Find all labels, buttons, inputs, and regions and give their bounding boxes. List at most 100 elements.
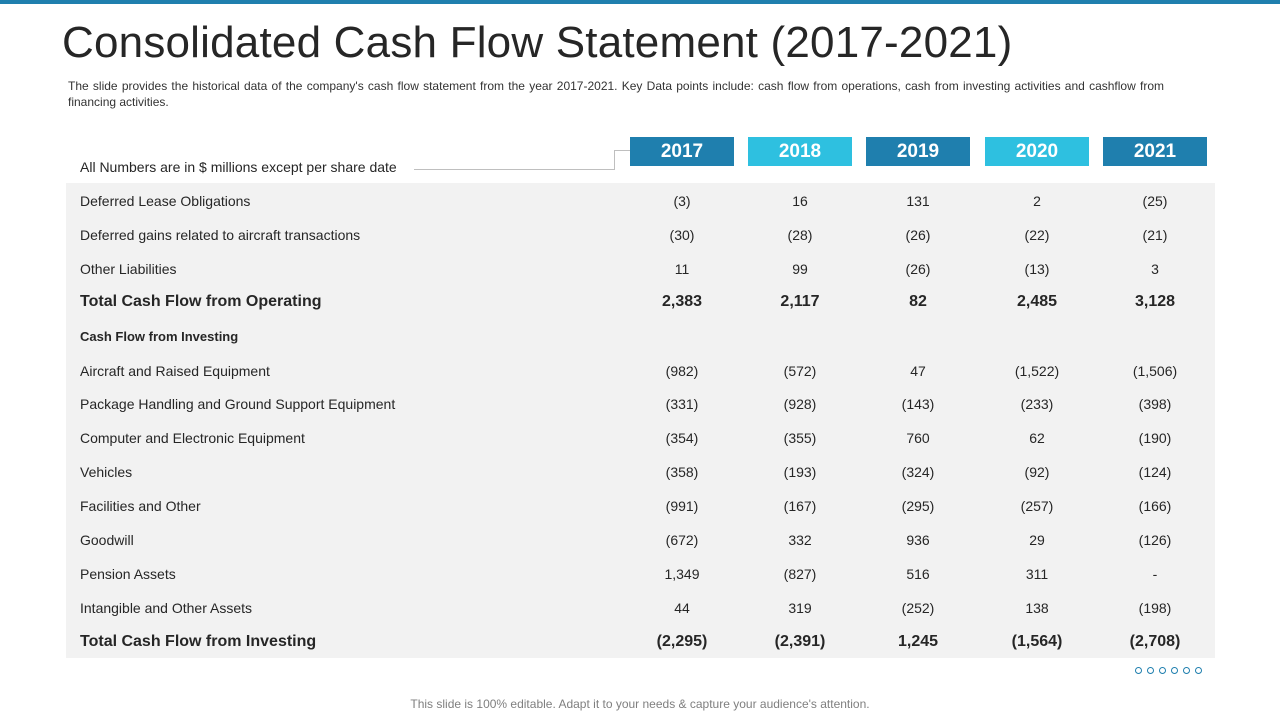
decorative-dots [1135,667,1202,674]
row-label: Vehicles [80,464,133,480]
table-cell: (1,564) [1011,633,1063,650]
units-note: All Numbers are in $ millions except per… [80,159,397,175]
slide-description: The slide provides the historical data o… [68,79,1164,109]
row-label: Pension Assets [80,566,176,582]
table-cell: 760 [906,430,930,446]
dot-icon [1159,667,1166,674]
table-cell: (190) [1138,430,1172,446]
table-cell: (572) [783,363,817,379]
table-cell: (2,295) [656,633,708,650]
row-label: Aircraft and Raised Equipment [80,363,270,379]
table-cell: 2,117 [780,293,820,310]
table-cell: 99 [792,261,808,277]
table-cell: 82 [909,293,927,310]
table-cell: 3 [1151,261,1159,277]
dot-icon [1171,667,1178,674]
dot-icon [1135,667,1142,674]
footer-note: This slide is 100% editable. Adapt it to… [410,697,870,711]
table-cell: (257) [1020,498,1054,514]
table-cell: 29 [1029,532,1045,548]
table-row: Goodwill (672) 332 936 29 (126) [66,523,1215,557]
table-cell: (398) [1138,396,1172,412]
table-cell: (3) [673,193,691,209]
table-cell: (355) [783,430,817,446]
table-cell: (13) [1024,261,1050,277]
table-cell: 3,128 [1134,293,1176,310]
top-accent-bar [0,0,1280,4]
table-cell: 47 [910,363,926,379]
table-row: Pension Assets 1,349 (827) 516 311 - [66,557,1215,591]
table-row: Facilities and Other (991) (167) (295) (… [66,489,1215,523]
table-cell: 2,485 [1016,293,1058,310]
dot-icon [1195,667,1202,674]
row-label: Total Cash Flow from Investing [80,633,317,650]
table-cell: (92) [1024,464,1050,480]
table-cell: (198) [1138,600,1172,616]
table-cell: (928) [783,396,817,412]
table-row: Other Liabilities 11 99 (26) (13) 3 [66,252,1215,286]
table-cell: (2,391) [774,633,826,650]
table-cell: 1,245 [897,633,939,650]
table-cell: 62 [1029,430,1045,446]
table-row: Package Handling and Ground Support Equi… [66,387,1215,421]
table-cell: (354) [665,430,699,446]
row-label: Total Cash Flow from Operating [80,293,322,310]
total-row-operating: Total Cash Flow from Operating 2,383 2,1… [66,285,1215,319]
table-cell: 1,349 [664,566,700,582]
row-label: Goodwill [80,532,134,548]
row-label: Deferred gains related to aircraft trans… [80,227,361,243]
table-cell: 311 [1025,566,1049,582]
table-cell: (295) [901,498,935,514]
table-cell: (25) [1142,193,1168,209]
table-cell: (30) [669,227,695,243]
table-cell: (22) [1024,227,1050,243]
table-cell: - [1152,566,1158,582]
table-cell: (252) [901,600,935,616]
table-cell: (991) [665,498,699,514]
section-label: Cash Flow from Investing [80,329,239,344]
table-cell: (193) [783,464,817,480]
table-cell: (21) [1142,227,1168,243]
table-cell: 936 [906,532,930,548]
table-cell: (28) [787,227,813,243]
table-cell: (331) [665,396,699,412]
dot-icon [1147,667,1154,674]
table-row: Intangible and Other Assets 44 319 (252)… [66,591,1215,625]
table-row: Computer and Electronic Equipment (354) … [66,421,1215,455]
table-cell: (1,506) [1132,363,1178,379]
table-cell: (166) [1138,498,1172,514]
row-label: Deferred Lease Obligations [80,193,251,209]
table-cell: (827) [783,566,817,582]
year-header-2019: 2019 [866,137,970,166]
row-label: Other Liabilities [80,261,177,277]
table-cell: 2,383 [661,293,703,310]
cash-flow-table [66,183,1215,658]
table-row: Deferred Lease Obligations (3) 16 131 2 … [66,184,1215,218]
table-cell: 16 [792,193,808,209]
table-cell: 131 [906,193,930,209]
table-cell: 319 [788,600,812,616]
dot-icon [1183,667,1190,674]
table-cell: (143) [901,396,935,412]
page-title: Consolidated Cash Flow Statement (2017-2… [62,18,1013,67]
year-header-2017: 2017 [630,137,734,166]
table-cell: 332 [788,532,812,548]
table-cell: (126) [1138,532,1172,548]
table-cell: 2 [1033,193,1041,209]
table-cell: 44 [674,600,690,616]
table-cell: (167) [783,498,817,514]
table-row: Deferred gains related to aircraft trans… [66,218,1215,252]
table-cell: (982) [665,363,699,379]
table-cell: (233) [1020,396,1054,412]
section-header-investing: Cash Flow from Investing [66,320,1215,354]
table-cell: (26) [905,261,931,277]
table-row: Vehicles (358) (193) (324) (92) (124) [66,455,1215,489]
row-label: Computer and Electronic Equipment [80,430,305,446]
table-cell: (324) [901,464,935,480]
table-row: Aircraft and Raised Equipment (982) (572… [66,354,1215,388]
table-cell: (358) [665,464,699,480]
table-cell: (26) [905,227,931,243]
table-cell: (672) [665,532,699,548]
table-cell: (2,708) [1129,633,1181,650]
table-cell: 138 [1025,600,1049,616]
